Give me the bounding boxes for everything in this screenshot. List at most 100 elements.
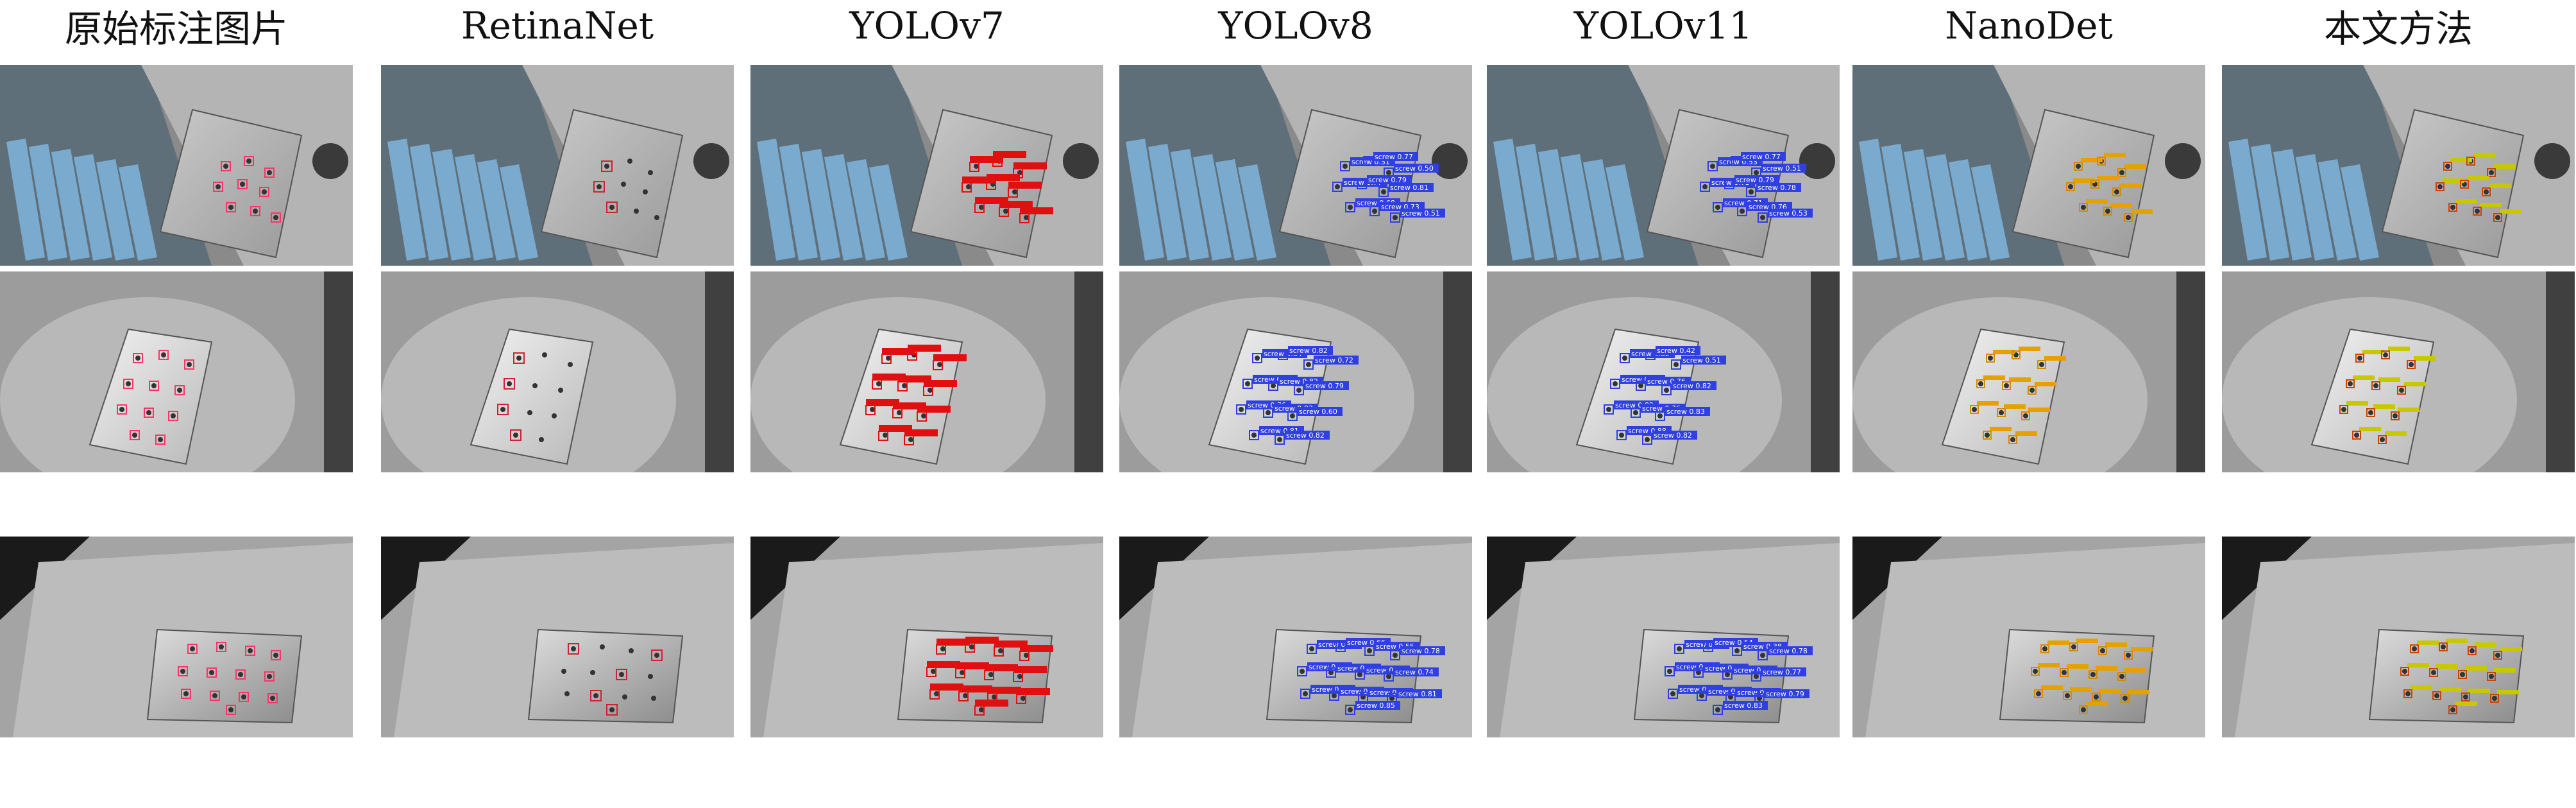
screw-hole bbox=[273, 653, 278, 658]
detection-label bbox=[2104, 153, 2126, 157]
detection-box bbox=[1970, 405, 1979, 414]
detection-box bbox=[2069, 642, 2078, 651]
detection-box bbox=[2002, 381, 2011, 390]
detection-box bbox=[1986, 354, 1995, 363]
detection-label bbox=[2081, 158, 2103, 162]
screw-hole bbox=[238, 672, 243, 677]
screw-hole bbox=[2348, 381, 2353, 386]
detection-label bbox=[2097, 176, 2119, 180]
scene-image bbox=[0, 537, 353, 737]
detection-label bbox=[1990, 427, 2012, 431]
detection-box bbox=[958, 691, 969, 701]
window-pane bbox=[1238, 164, 1276, 261]
detection-box bbox=[2490, 694, 2499, 703]
detection-box bbox=[1384, 671, 1394, 682]
image-cell-gt-scene3 bbox=[0, 537, 353, 737]
screw-hole bbox=[161, 352, 166, 357]
detection-box bbox=[2458, 670, 2467, 679]
detection-box bbox=[2063, 691, 2072, 700]
knob bbox=[1799, 143, 1835, 179]
device-edge bbox=[1811, 271, 1840, 472]
detection-box bbox=[590, 690, 602, 701]
detection-label bbox=[2353, 375, 2375, 380]
detection-box bbox=[2034, 689, 2043, 698]
image-cell-gt-scene1 bbox=[0, 65, 353, 266]
image-cell-retina-scene1 bbox=[381, 65, 734, 266]
screw-hole bbox=[1271, 383, 1276, 388]
detection-score: screw 0.79 bbox=[1305, 382, 1344, 390]
annotation-box bbox=[264, 671, 275, 682]
scene-image bbox=[0, 271, 353, 472]
screw-hole bbox=[1306, 362, 1311, 367]
image-cell-yolov8-scene3: screw 0.73 screw 0.66 screw 0.55 screw 0.78… bbox=[1119, 537, 1472, 737]
detection-box bbox=[1976, 379, 1985, 388]
detection-box bbox=[965, 642, 975, 653]
screw-hole bbox=[246, 159, 251, 164]
detection-box bbox=[1758, 650, 1768, 660]
screw-hole bbox=[593, 693, 598, 698]
screw-hole bbox=[248, 648, 253, 653]
screw-hole bbox=[241, 694, 246, 700]
detection-score: screw 0.74 bbox=[1395, 668, 1434, 676]
screw-hole bbox=[1381, 189, 1386, 194]
detection-box bbox=[1275, 434, 1285, 445]
image-cell-yolov11-scene2: screw 0.82 screw 0.42 screw 0.51 screw 0.72… bbox=[1487, 271, 1840, 472]
screw-hole bbox=[1754, 170, 1759, 175]
detection-label bbox=[2038, 663, 2060, 667]
detection-label bbox=[2411, 685, 2432, 690]
screw-hole bbox=[2495, 215, 2500, 220]
detection-box bbox=[2487, 168, 2496, 177]
annotation-box bbox=[213, 182, 223, 192]
detection-label bbox=[2436, 664, 2458, 669]
detection-score: screw 0.79 bbox=[1368, 176, 1407, 184]
detection-box bbox=[917, 411, 927, 422]
scene-image bbox=[381, 271, 734, 472]
annotation-box bbox=[271, 650, 281, 660]
screw-hole bbox=[902, 383, 907, 388]
metal-plate bbox=[1266, 628, 1422, 724]
detection-box bbox=[616, 669, 627, 680]
detection-label bbox=[2067, 664, 2089, 669]
detection-label bbox=[2028, 408, 2050, 412]
detection-box bbox=[923, 386, 933, 396]
screw-hole bbox=[1348, 707, 1353, 712]
window-pane bbox=[1171, 149, 1209, 261]
detection-box bbox=[2090, 180, 2099, 189]
detection-box bbox=[651, 649, 663, 661]
detection-box bbox=[1016, 694, 1026, 704]
detection-label bbox=[970, 156, 1003, 163]
screw-hole bbox=[609, 707, 614, 712]
detection-label bbox=[1723, 701, 1768, 710]
detection-label bbox=[2128, 690, 2149, 694]
column-header-retina: RetinaNet bbox=[461, 4, 654, 47]
screw-hole bbox=[654, 653, 659, 658]
detection-box bbox=[936, 644, 946, 655]
detection-box bbox=[1983, 431, 1992, 440]
screw-hole bbox=[1657, 413, 1663, 418]
screw-hole bbox=[1725, 672, 1730, 677]
detection-box bbox=[2117, 672, 2126, 681]
screw-hole bbox=[2004, 383, 2009, 388]
detection-label bbox=[2110, 203, 2132, 207]
detection-box bbox=[1326, 667, 1336, 678]
screw-hole bbox=[654, 215, 659, 220]
device-edge bbox=[2546, 271, 2575, 472]
detection-box bbox=[1668, 689, 1678, 699]
window-pane bbox=[2228, 139, 2267, 261]
detection-box bbox=[1620, 353, 1630, 363]
screw-hole bbox=[558, 388, 563, 393]
detection-label bbox=[882, 348, 915, 355]
detection-label bbox=[1768, 646, 1813, 655]
detection-box bbox=[1604, 404, 1614, 415]
detection-label bbox=[1314, 356, 1359, 365]
screw-hole bbox=[2399, 388, 2404, 393]
detection-box bbox=[2378, 435, 2387, 444]
screw-hole bbox=[1003, 209, 1008, 214]
detection-label bbox=[1761, 164, 1806, 173]
annotation-box bbox=[155, 434, 165, 445]
detection-box bbox=[2407, 360, 2416, 369]
detection-label bbox=[1008, 182, 1042, 189]
screw-hole bbox=[931, 669, 936, 674]
image-cell-yolov11-scene3: screw 0.72 screw 0.54 screw 0.38 screw 0.78… bbox=[1487, 537, 1840, 737]
detection-label bbox=[2500, 647, 2522, 651]
